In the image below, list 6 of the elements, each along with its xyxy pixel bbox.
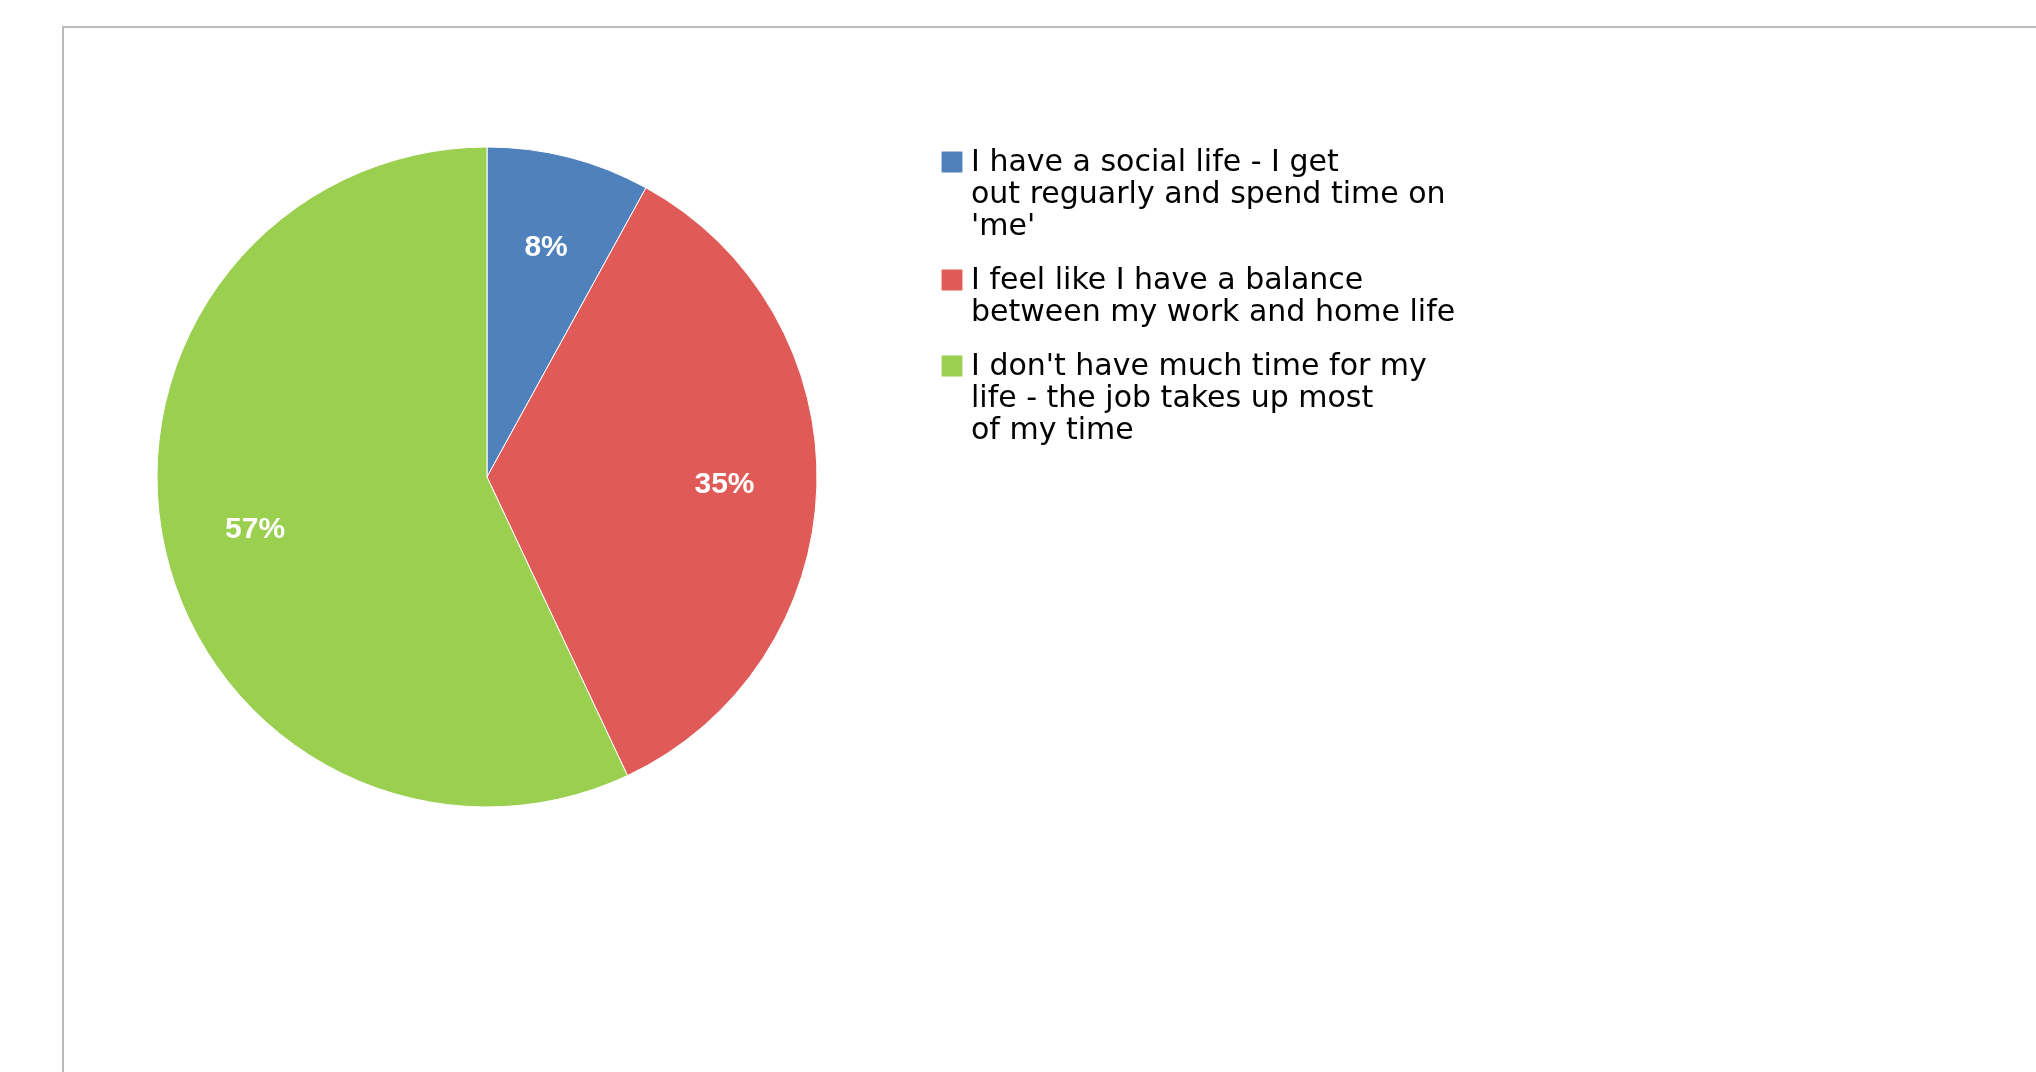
data-label: 8% xyxy=(524,228,568,262)
legend-label: I don't have much time for my life - the job takes up most of my time xyxy=(971,347,1427,446)
data-label: 35% xyxy=(694,466,755,500)
legend-label: I feel like I have a balance between my work and home life xyxy=(971,261,1456,328)
data-label: 57% xyxy=(225,510,286,544)
legend-label: I have a social life - I get out reguarly and spend time on 'me' xyxy=(971,143,1446,242)
